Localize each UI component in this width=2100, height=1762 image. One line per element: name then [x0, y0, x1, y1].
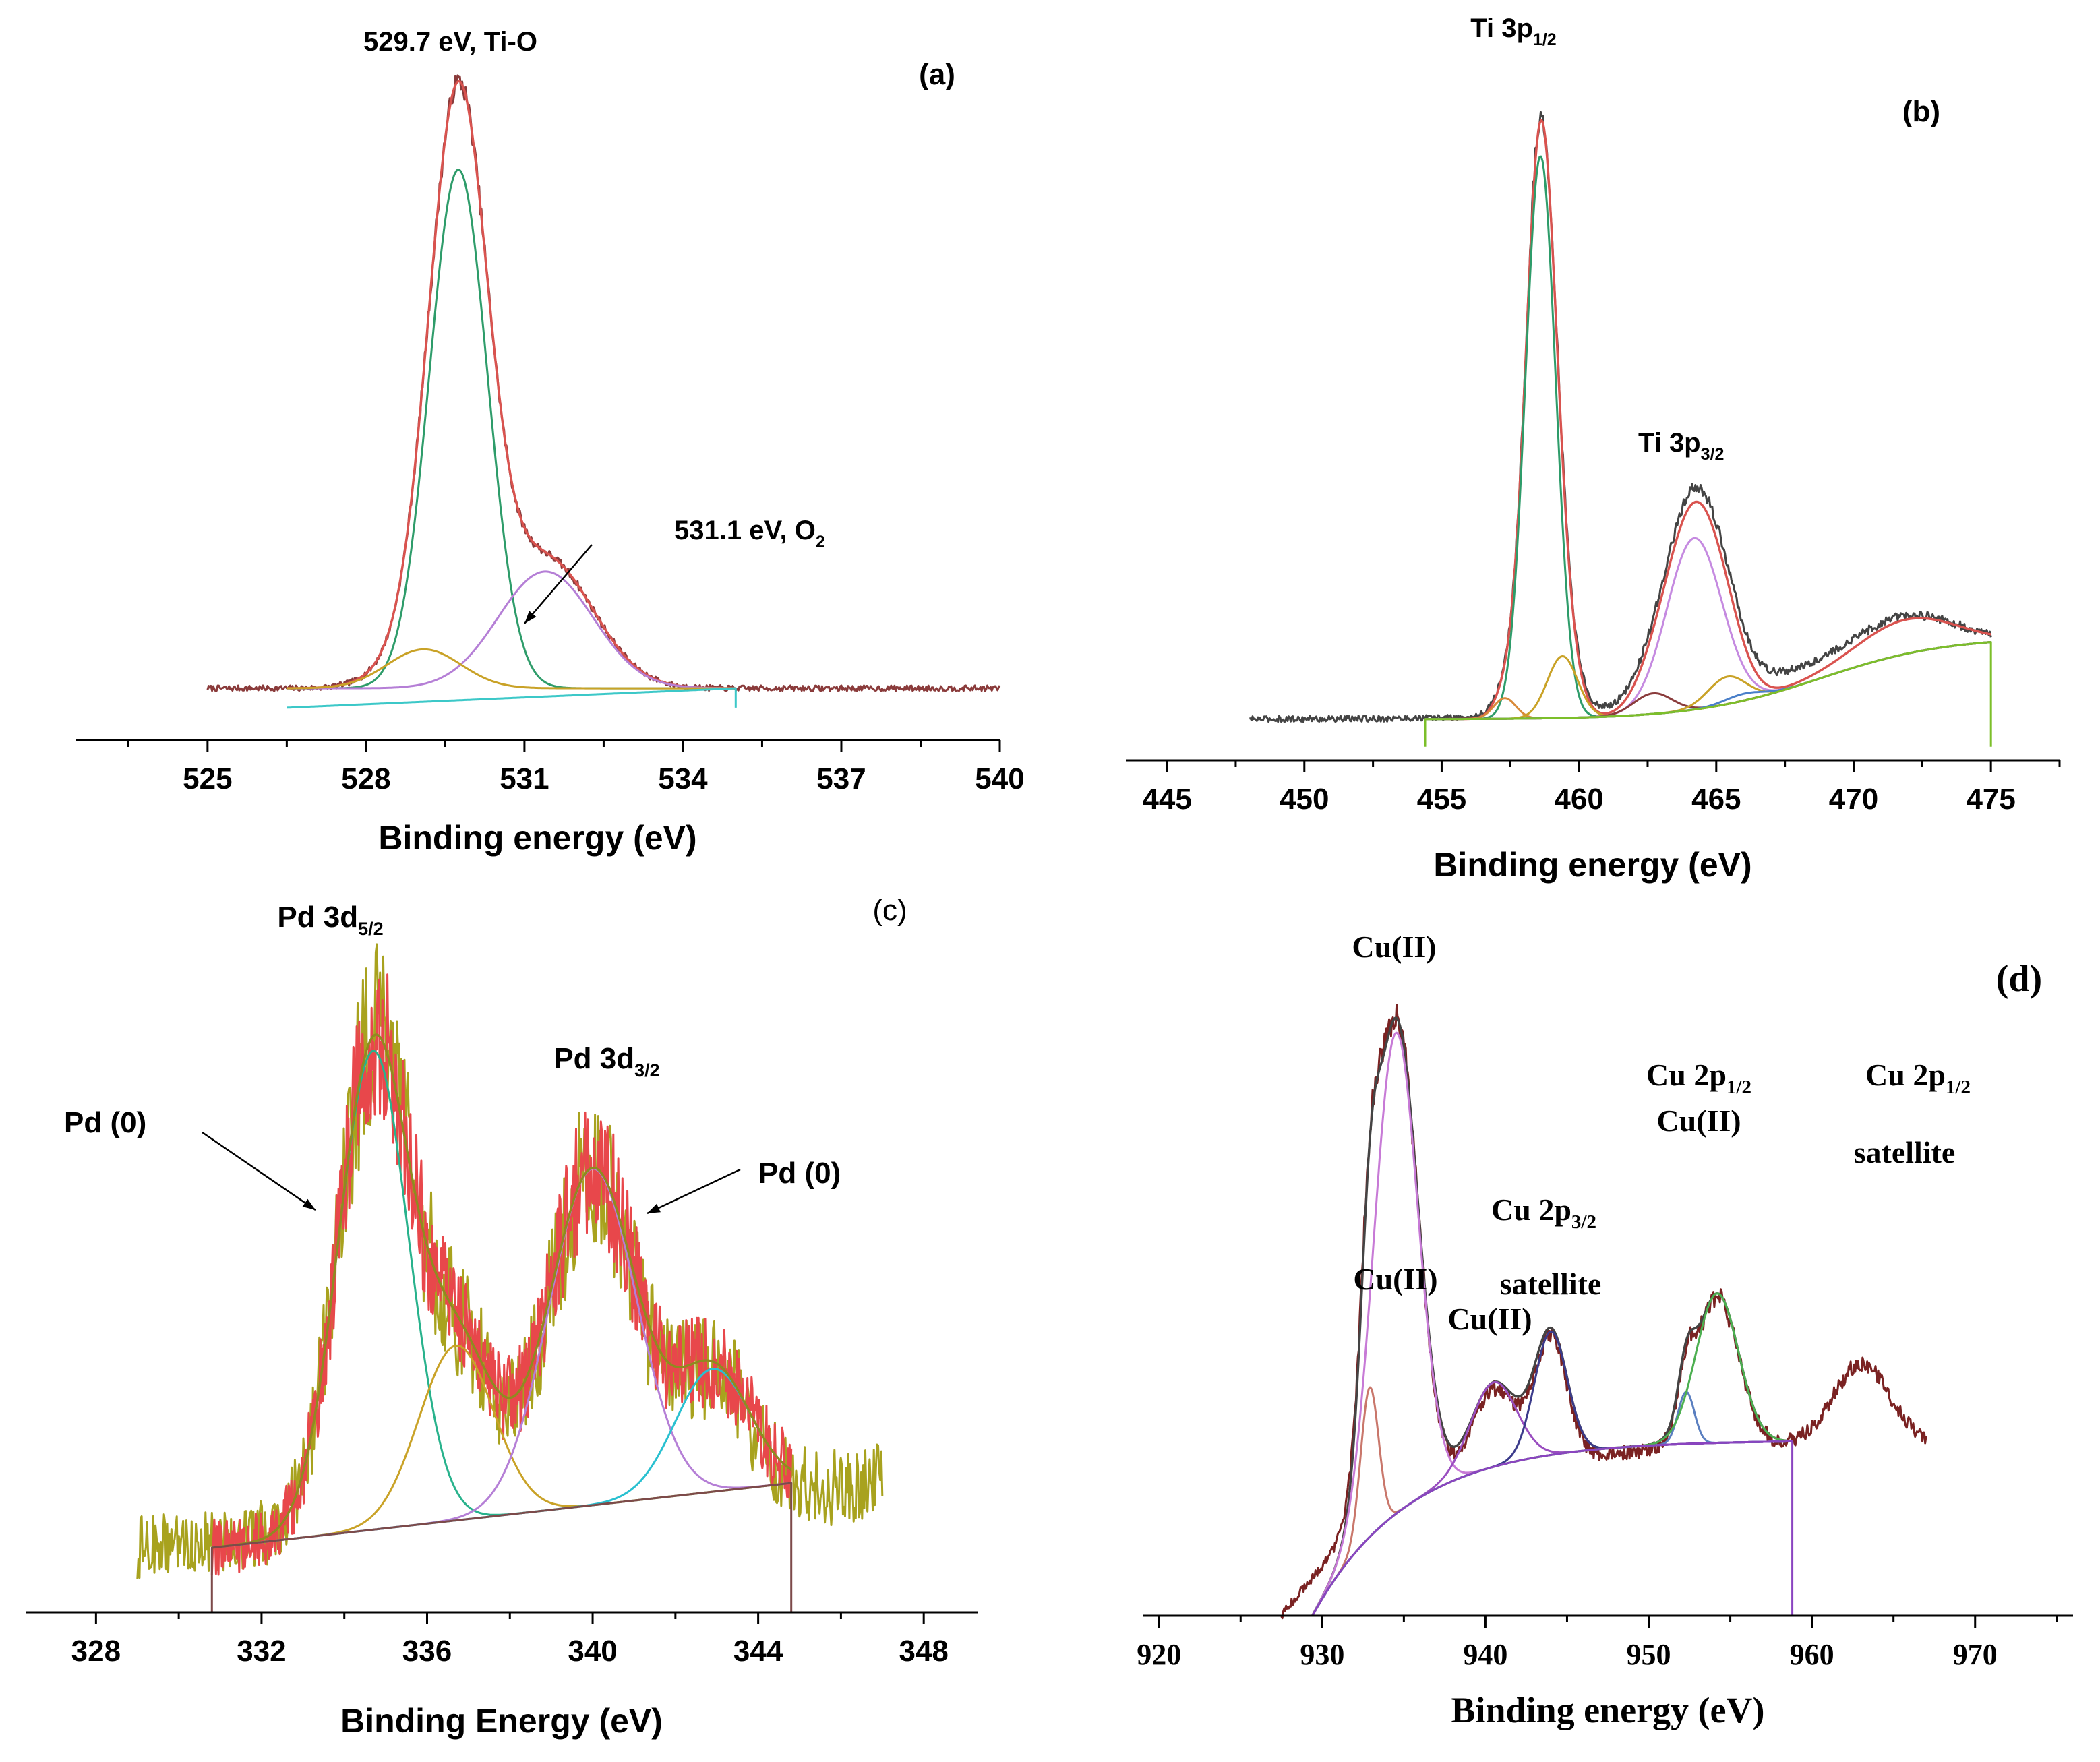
series-satellite-1 [1311, 1380, 1793, 1616]
annotation-arrowhead [302, 1198, 316, 1210]
series-raw [1249, 111, 1992, 723]
x-tick-label: 460 [1554, 783, 1603, 816]
annotation: 529.7 eV, Ti-O [363, 27, 537, 57]
x-tick-label: 450 [1280, 783, 1329, 816]
annotation: Pd 3d3/2 [553, 1042, 659, 1081]
x-tick-label: 950 [1627, 1638, 1671, 1671]
annotation-subscript: 2 [816, 533, 825, 551]
series-background [287, 687, 737, 709]
x-tick-label: 340 [568, 1635, 617, 1668]
series-fit-envelope [1425, 119, 1991, 721]
annotation: Cu(II) [1656, 1103, 1741, 1138]
x-tick-label: 336 [402, 1635, 452, 1668]
x-tick-label: 465 [1691, 783, 1741, 816]
x-tick-label: 525 [183, 762, 232, 795]
x-axis-label: Binding energy (eV) [1433, 846, 1751, 884]
x-tick-label: 445 [1142, 783, 1191, 816]
x-tick-label: 960 [1790, 1638, 1834, 1671]
x-tick-label: 528 [341, 762, 390, 795]
annotation: satellite [1854, 1135, 1956, 1169]
x-axis-label: Binding energy (eV) [378, 819, 696, 857]
panel-b: 445 450 455 460 465 470 475 Binding energy (eV)… [1126, 13, 2061, 884]
x-tick-label: 455 [1417, 783, 1466, 816]
series-o2-component [287, 570, 736, 690]
series-raw-extended [136, 943, 884, 1579]
annotation-subscript: 5/2 [358, 919, 384, 939]
annotation-subscript: 1/2 [1946, 1076, 1971, 1098]
annotation-arrow [647, 1168, 741, 1215]
annotation: Pd 3d5/2 [277, 901, 383, 939]
annotation-arrowhead [647, 1203, 661, 1213]
panel-d: 920 930 940 950 960 970 Binding energy (eV) (d)… [1137, 930, 2073, 1730]
annotation: Cu(II) [1447, 1302, 1532, 1336]
annotation-subscript: 1/2 [1727, 1076, 1751, 1098]
annotation: Pd (0) [758, 1157, 841, 1190]
panel-a: 525 528 531 534 537 540 Binding energy (eV) (a)… [76, 27, 1025, 857]
annotation: Ti 3p1/2 [1470, 13, 1556, 49]
x-tick-label: 540 [975, 762, 1024, 795]
annotation: Pd (0) [64, 1106, 146, 1139]
annotation-subscript: 3/2 [634, 1060, 660, 1081]
x-tick-label: 940 [1463, 1638, 1507, 1671]
annotation: Ti 3p3/2 [1638, 428, 1724, 464]
x-tick-label: 920 [1137, 1638, 1181, 1671]
panel-label: (b) [1902, 95, 1940, 128]
x-tick-label: 470 [1829, 783, 1878, 816]
annotation-arrow [202, 1131, 316, 1211]
x-tick-label: 328 [71, 1635, 121, 1668]
annotation-arrow [524, 544, 593, 624]
series-minor-component [287, 648, 736, 690]
x-tick-label: 531 [500, 762, 549, 795]
series-ti-o-component [287, 169, 736, 690]
x-tick-label: 344 [733, 1635, 783, 1668]
annotation: satellite [1500, 1267, 1602, 1301]
series-raw [1280, 1004, 1927, 1620]
annotation-subscript: 3/2 [1571, 1211, 1596, 1233]
annotation: 531.1 eV, O2 [674, 516, 825, 551]
panel-label: (d) [1996, 958, 2042, 1000]
panel-label: (a) [919, 58, 955, 91]
annotation-subscript: 3/2 [1701, 445, 1724, 464]
annotation-arrowhead [524, 611, 537, 624]
series-satellite-2 [1311, 1330, 1793, 1616]
x-tick-label: 348 [899, 1635, 948, 1668]
x-tick-label: 332 [237, 1635, 286, 1668]
x-tick-label: 970 [1953, 1638, 1998, 1671]
x-tick-label: 534 [658, 762, 708, 795]
annotation: Cu 2p1/2 [1646, 1058, 1751, 1098]
annotation-subscript: 1/2 [1533, 30, 1557, 49]
x-axis-label: Binding energy (eV) [1451, 1690, 1765, 1730]
annotation: Cu(II) [1353, 1262, 1437, 1296]
series-background [1311, 1440, 1794, 1616]
x-tick-label: 930 [1300, 1638, 1344, 1671]
series-background [210, 1482, 793, 1612]
series-cu-2p1-2-shoulder [1311, 1391, 1793, 1616]
series-raw [206, 74, 1001, 692]
series-cu-ii-shoulder [1311, 1386, 1793, 1616]
x-tick-label: 537 [816, 762, 866, 795]
x-axis-label: Binding Energy (eV) [340, 1702, 663, 1740]
annotation: Cu(II) [1352, 930, 1436, 964]
panel-label: (c) [872, 894, 907, 927]
panel-c: 328 332 336 340 344 348 Binding Energy (eV) (c)… [26, 894, 978, 1740]
series-raw [210, 973, 793, 1576]
x-tick-label: 475 [1966, 783, 2015, 816]
series-background [1424, 641, 1992, 747]
annotation: Cu 2p3/2 [1491, 1192, 1596, 1233]
annotation: Cu 2p1/2 [1865, 1058, 1971, 1098]
series-fit-envelope [212, 1033, 792, 1549]
